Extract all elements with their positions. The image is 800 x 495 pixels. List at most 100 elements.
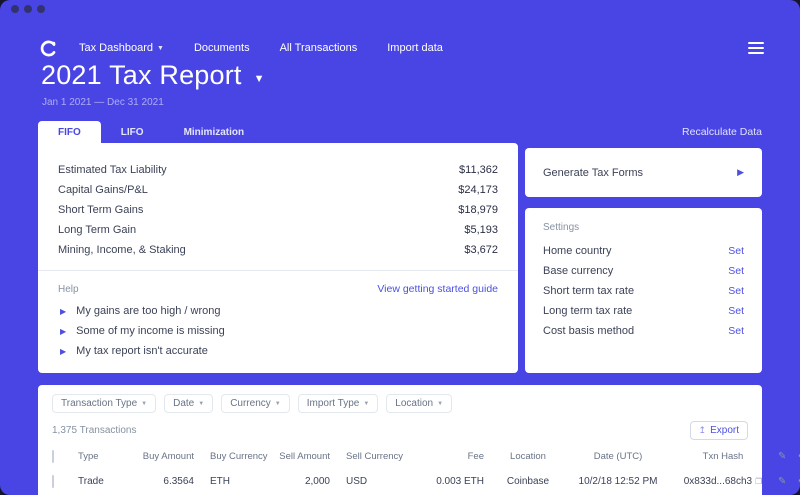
more-options-icon[interactable]: ••• [798, 476, 800, 487]
help-heading: Help [58, 283, 79, 295]
chevron-down-icon: ▼ [437, 400, 444, 407]
copy-icon[interactable]: ❐ [755, 476, 763, 486]
generate-tax-forms-label: Generate Tax Forms [543, 166, 644, 179]
transaction-filters: Transaction Type ▼ Date ▼ Currency ▼ Imp… [38, 385, 762, 413]
transactions-card: Transaction Type ▼ Date ▼ Currency ▼ Imp… [38, 385, 800, 495]
setting-label: Base currency [543, 265, 614, 277]
generate-tax-forms-button[interactable]: Generate Tax Forms ▶ [525, 148, 762, 197]
summary-label: Long Term Gain [58, 224, 137, 236]
nav-documents-label: Documents [193, 42, 250, 54]
caret-right-icon: ▶ [737, 167, 744, 177]
cell-sell-amount: 2,000 [304, 475, 330, 487]
summary-label: Mining, Income, & Staking [58, 244, 186, 256]
window-minimize-dot[interactable] [24, 5, 32, 13]
nav-all-transactions[interactable]: All Transactions [280, 42, 358, 54]
summary-row-estimated-tax-liability: Estimated Tax Liability $11,362 [58, 160, 498, 180]
filter-date[interactable]: Date ▼ [164, 394, 214, 413]
help-item-gains-too-high[interactable]: ▶ My gains are too high / wrong [58, 301, 498, 321]
edit-pencil-icon[interactable]: ✎ [778, 450, 787, 462]
tab-minimization[interactable]: Minimization [183, 127, 245, 138]
col-buy-amount: Buy Amount [142, 450, 194, 462]
export-button[interactable]: ↥ Export [689, 421, 748, 440]
transactions-count: 1,375 Transactions [52, 425, 137, 436]
nav-tax-dashboard[interactable]: Tax Dashboard ▼ [79, 42, 164, 54]
settings-card: Settings Home country Set Base currency … [525, 208, 762, 373]
top-nav: Tax Dashboard ▼ Documents All Transactio… [40, 38, 764, 58]
tab-lifo[interactable]: LIFO [120, 127, 144, 138]
summary-value: $3,672 [464, 244, 498, 256]
summary-value: $24,173 [458, 184, 498, 196]
col-fee: Fee [467, 450, 484, 462]
setting-label: Long term tax rate [543, 305, 633, 317]
select-all-checkbox[interactable] [52, 449, 54, 463]
hamburger-menu-icon[interactable] [748, 42, 764, 54]
cell-sell-currency: USD [346, 475, 368, 487]
cell-date-utc: 10/2/18 12:52 PM [578, 475, 658, 487]
col-location: Location [510, 450, 546, 462]
table-row[interactable]: Trade 6.3564 ETH 2,000 USD 0.003 ETH Coi… [38, 468, 800, 494]
cell-txn-hash: 0x833d...68ch3 ❐ [668, 476, 778, 487]
caret-right-icon: ▶ [60, 326, 67, 336]
setting-label: Short term tax rate [543, 285, 635, 297]
caret-right-icon: ▶ [60, 346, 67, 356]
tab-fifo[interactable]: FIFO [38, 121, 101, 143]
help-item-report-inaccurate[interactable]: ▶ My tax report isn't accurate [58, 341, 498, 361]
col-sell-amount: Sell Amount [279, 450, 330, 462]
nav-all-transactions-label: All Transactions [279, 42, 358, 54]
chevron-down-icon: ▼ [198, 400, 205, 407]
col-txn-hash: Txn Hash [702, 450, 744, 462]
page-title[interactable]: 2021 Tax Report ▼ [41, 60, 265, 91]
row-checkbox[interactable] [52, 474, 54, 488]
summary-value: $5,193 [464, 224, 498, 236]
setting-label: Cost basis method [543, 325, 635, 337]
getting-started-guide-link[interactable]: View getting started guide [377, 283, 498, 295]
set-long-term-tax-rate-link[interactable]: Set [728, 305, 744, 317]
nav-documents[interactable]: Documents [194, 42, 250, 54]
help-item-label: My gains are too high / wrong [76, 305, 221, 317]
setting-label: Home country [543, 245, 612, 257]
help-section: Help View getting started guide ▶ My gai… [38, 271, 518, 361]
set-base-currency-link[interactable]: Set [728, 265, 744, 277]
help-item-income-missing[interactable]: ▶ Some of my income is missing [58, 321, 498, 341]
help-item-label: Some of my income is missing [76, 325, 225, 337]
divider [38, 270, 518, 271]
filter-currency[interactable]: Currency ▼ [221, 394, 290, 413]
more-options-icon[interactable]: ••• [798, 451, 800, 462]
summary-row-short-term-gains: Short Term Gains $18,979 [58, 200, 498, 220]
app-logo-icon[interactable] [40, 40, 57, 57]
col-type: Type [78, 450, 99, 462]
nav-import-data-label: Import data [387, 42, 443, 54]
filter-transaction-type[interactable]: Transaction Type ▼ [52, 394, 157, 413]
nav-import-data[interactable]: Import data [387, 42, 443, 54]
page-title-label: 2021 Tax Report [41, 60, 242, 90]
export-icon: ↥ [698, 425, 707, 435]
chevron-down-icon: ▼ [363, 400, 370, 407]
set-home-country-link[interactable]: Set [728, 245, 744, 257]
setting-cost-basis-method: Cost basis method Set [543, 321, 744, 341]
cell-location: Coinbase [506, 475, 550, 487]
window-close-dot[interactable] [11, 5, 19, 13]
set-short-term-tax-rate-link[interactable]: Set [728, 285, 744, 297]
cell-buy-amount: 6.3564 [163, 475, 194, 487]
window-zoom-dot[interactable] [37, 5, 45, 13]
chevron-down-icon: ▼ [253, 72, 265, 85]
chevron-down-icon: ▼ [274, 400, 281, 407]
summary-value: $11,362 [459, 164, 498, 176]
cost-basis-tabbar: FIFO LIFO Minimization Recalculate Data [38, 121, 762, 143]
summary-label: Capital Gains/P&L [58, 184, 148, 196]
settings-heading: Settings [543, 222, 580, 233]
summary-row-mining-income-staking: Mining, Income, & Staking $3,672 [58, 240, 498, 260]
filter-location[interactable]: Location ▼ [386, 394, 453, 413]
tax-summary-card: Estimated Tax Liability $11,362 Capital … [38, 143, 518, 373]
filter-label: Import Type [306, 398, 360, 409]
filter-import-type[interactable]: Import Type ▼ [297, 394, 379, 413]
window-controls [11, 5, 45, 13]
caret-right-icon: ▶ [60, 306, 67, 316]
set-cost-basis-method-link[interactable]: Set [728, 325, 744, 337]
summary-label: Short Term Gains [58, 204, 144, 216]
generate-tax-forms-card: Generate Tax Forms ▶ [525, 148, 762, 197]
edit-pencil-icon[interactable]: ✎ [778, 475, 787, 487]
summary-row-capital-gains: Capital Gains/P&L $24,173 [58, 180, 498, 200]
recalculate-data-link[interactable]: Recalculate Data [682, 126, 762, 138]
cell-fee: 0.003 ETH [436, 475, 484, 487]
